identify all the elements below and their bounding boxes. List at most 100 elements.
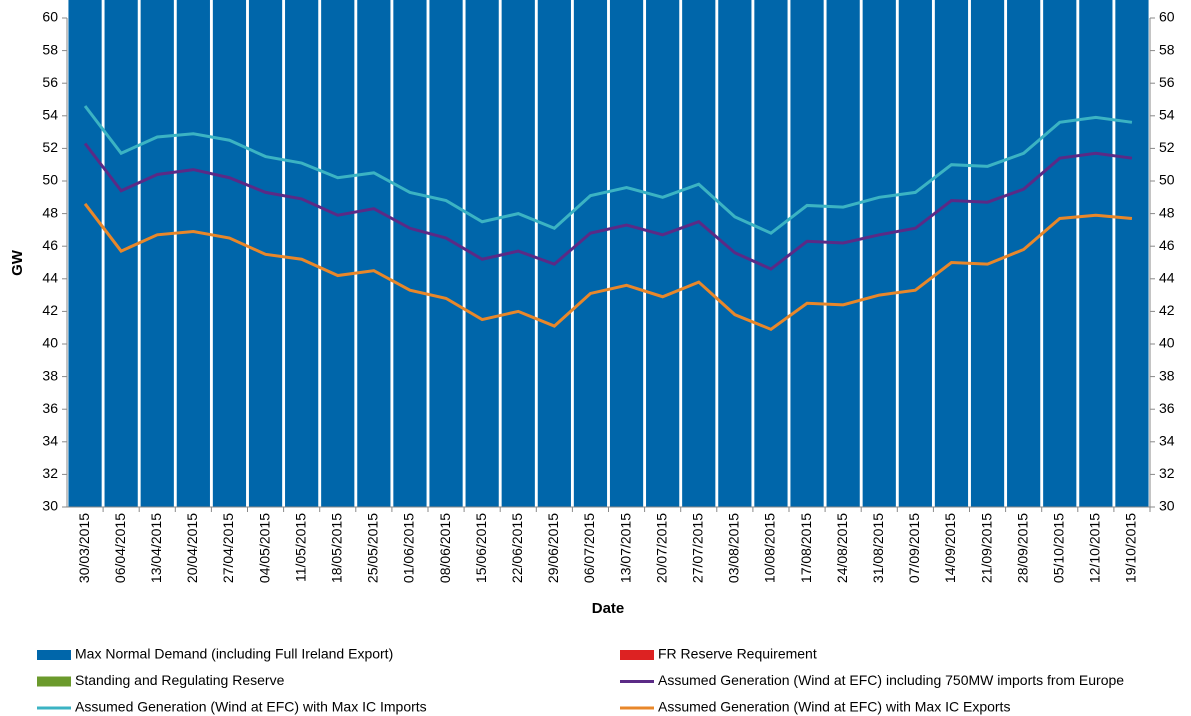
x-tick-label: 29/06/2015 xyxy=(545,513,561,583)
bar-segment xyxy=(826,0,860,507)
legend-swatch xyxy=(620,650,654,660)
bar-segment xyxy=(68,0,102,507)
legend-label: Assumed Generation (Wind at EFC) with Ma… xyxy=(75,699,427,715)
y-tick-label: 60 xyxy=(42,9,58,25)
x-tick-label: 15/06/2015 xyxy=(473,513,489,583)
line-series xyxy=(83,202,1133,332)
y-tick-label: 56 xyxy=(42,74,58,90)
y-tick-label: 52 xyxy=(42,139,58,155)
y-tick-label: 50 xyxy=(42,172,58,188)
bar-segment xyxy=(429,0,463,507)
bar-segment xyxy=(104,0,138,507)
x-tick-label: 01/06/2015 xyxy=(401,513,417,583)
x-tick-label: 10/08/2015 xyxy=(762,513,778,583)
x-tick-label: 20/07/2015 xyxy=(653,513,669,583)
x-tick-label: 08/06/2015 xyxy=(437,513,453,583)
y2-tick-label: 30 xyxy=(1159,498,1175,514)
x-tick-label: 28/09/2015 xyxy=(1014,513,1030,583)
y-tick-label: 58 xyxy=(42,41,58,57)
x-tick-label: 13/04/2015 xyxy=(148,513,164,583)
bar-segment xyxy=(1079,0,1113,507)
y-tick-label: 54 xyxy=(42,107,58,123)
y2-tick-label: 60 xyxy=(1159,9,1175,25)
bar-segment xyxy=(790,0,824,507)
x-axis-title: Date xyxy=(592,600,625,617)
legend-label: Assumed Generation (Wind at EFC) with Ma… xyxy=(658,699,1010,715)
y-tick-label: 40 xyxy=(42,335,58,351)
y2-tick-label: 32 xyxy=(1159,465,1175,481)
x-tick-label: 21/09/2015 xyxy=(978,513,994,583)
y-tick-label: 46 xyxy=(42,237,58,253)
bar-segment xyxy=(1043,0,1077,507)
y2-tick-label: 44 xyxy=(1159,270,1175,286)
y-tick-label: 38 xyxy=(42,367,58,383)
y-tick-label: 30 xyxy=(42,498,58,514)
x-tick-label: 18/05/2015 xyxy=(328,513,344,583)
x-tick-label: 06/04/2015 xyxy=(112,513,128,583)
y2-tick-label: 34 xyxy=(1159,433,1175,449)
bar-segment xyxy=(682,0,716,507)
bar-segment xyxy=(212,0,247,508)
x-tick-label: 04/05/2015 xyxy=(256,513,272,583)
bar-segment xyxy=(934,0,969,508)
bar-segment xyxy=(140,0,174,508)
y-axis-title: GW xyxy=(9,249,26,276)
y-tick-label: 44 xyxy=(42,270,58,286)
y2-tick-label: 36 xyxy=(1159,400,1175,416)
bar-segment xyxy=(970,0,1005,507)
bar-segment xyxy=(1115,0,1149,507)
y2-tick-label: 54 xyxy=(1159,107,1175,123)
legend-label: FR Reserve Requirement xyxy=(658,646,817,662)
line-series xyxy=(83,142,1133,271)
bar-segment xyxy=(573,0,608,507)
legend-label: Max Normal Demand (including Full Irelan… xyxy=(75,646,393,662)
y2-tick-label: 46 xyxy=(1159,237,1175,253)
bar-segment xyxy=(646,0,680,508)
x-tick-label: 20/04/2015 xyxy=(184,513,200,583)
legend-swatch xyxy=(37,650,71,660)
y2-tick-label: 38 xyxy=(1159,367,1175,383)
x-tick-label: 06/07/2015 xyxy=(581,513,597,583)
x-tick-label: 07/09/2015 xyxy=(906,513,922,583)
x-tick-label: 30/03/2015 xyxy=(76,513,92,583)
x-tick-label: 14/09/2015 xyxy=(942,513,958,583)
legend-swatch xyxy=(37,676,71,687)
x-tick-label: 12/10/2015 xyxy=(1087,513,1103,583)
y-tick-label: 42 xyxy=(42,302,58,318)
bar-segment xyxy=(862,0,896,507)
y2-tick-label: 52 xyxy=(1159,139,1175,155)
y2-tick-label: 40 xyxy=(1159,335,1175,351)
x-tick-label: 03/08/2015 xyxy=(726,513,742,583)
bar-segment xyxy=(393,0,427,507)
x-tick-label: 27/07/2015 xyxy=(689,513,705,583)
x-tick-label: 24/08/2015 xyxy=(834,513,850,583)
x-tick-label: 05/10/2015 xyxy=(1050,513,1066,583)
bar-segment xyxy=(898,0,932,508)
y-tick-label: 48 xyxy=(42,204,58,220)
line-series xyxy=(83,105,1133,235)
y-tick-label: 32 xyxy=(42,465,58,481)
bar-segment xyxy=(285,0,319,507)
bar-segment xyxy=(321,0,355,507)
y2-tick-label: 48 xyxy=(1159,204,1175,220)
x-tick-label: 19/10/2015 xyxy=(1123,513,1139,583)
x-tick-label: 27/04/2015 xyxy=(220,513,236,583)
y2-tick-label: 58 xyxy=(1159,41,1175,57)
y2-tick-label: 50 xyxy=(1159,172,1175,188)
bar-segment xyxy=(176,0,210,507)
bar-segment xyxy=(754,0,788,508)
y2-tick-label: 56 xyxy=(1159,74,1175,90)
x-tick-label: 17/08/2015 xyxy=(798,513,814,583)
x-tick-label: 11/05/2015 xyxy=(292,513,308,582)
bar-segment xyxy=(357,0,391,508)
y2-tick-label: 42 xyxy=(1159,302,1175,318)
y-tick-label: 36 xyxy=(42,400,58,416)
x-tick-label: 22/06/2015 xyxy=(509,513,525,583)
x-tick-label: 13/07/2015 xyxy=(617,513,633,583)
x-tick-label: 25/05/2015 xyxy=(365,513,381,583)
bar-segment xyxy=(609,0,644,507)
legend-label: Standing and Regulating Reserve xyxy=(75,672,285,688)
legend-label: Assumed Generation (Wind at EFC) includi… xyxy=(658,672,1124,688)
x-tick-label: 31/08/2015 xyxy=(870,513,886,583)
